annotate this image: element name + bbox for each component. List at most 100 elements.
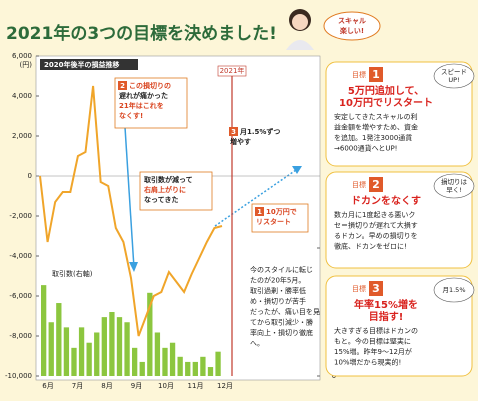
annotation-text: たのが20年5月。: [250, 276, 305, 285]
annotation-text: だったが、痛い目を見: [250, 307, 320, 316]
goal-body: 大きすぎる目標はドカンの: [334, 326, 418, 335]
volume-bar: [132, 347, 138, 376]
goal-body: 益金額を増やすため、資金: [334, 123, 418, 132]
goal-num: 3: [372, 282, 380, 295]
goal-body: るドカン。早めの損切りを: [334, 231, 418, 240]
volume-bar: [215, 351, 221, 376]
x-tick-label: 12月: [217, 382, 233, 390]
annotation-text: 増やす: [230, 137, 251, 146]
goal-body: セ＝損切りが遅れて大損す: [334, 221, 418, 230]
goal-label: 目標: [352, 284, 366, 293]
volume-bar: [71, 347, 77, 376]
goal-body: を追加。1発注3000通貨: [334, 133, 412, 142]
speech-bubble: [323, 11, 381, 41]
annotation-num-bg: [118, 81, 127, 90]
arrow-head: [129, 262, 138, 272]
goal-heading: 目指す!: [369, 310, 404, 323]
y-tick-label: -8,000: [9, 332, 32, 340]
annotation-num: 3: [231, 128, 236, 136]
volume-bar: [207, 367, 214, 376]
volume-bar: [101, 317, 107, 376]
goal-card: [325, 171, 473, 269]
annotation-text: 今のスタイルに転じ: [250, 265, 313, 274]
person-face: [292, 14, 308, 30]
goal-heading: 5万円追加して、: [348, 84, 424, 97]
goal-card: [325, 275, 473, 377]
y-tick-label: -10,000: [5, 372, 32, 380]
legend-label: 取引数(右軸): [52, 269, 93, 278]
y-tick-label: 4,000: [12, 92, 32, 100]
annotation-num: 1: [257, 208, 262, 216]
arrow: [214, 169, 297, 227]
goal-bubble: [433, 63, 475, 89]
annotation-text: 右肩上がりに: [143, 185, 186, 194]
volume-bar: [56, 303, 62, 376]
annotation-num-bg: [229, 127, 238, 136]
goal-bubble-text: 早く!: [446, 186, 462, 194]
volume-bar: [116, 317, 123, 376]
annotation-text: 率向上・損切り徹底: [250, 328, 313, 337]
goal-num: 2: [372, 178, 380, 191]
goal-bubble-text: 損切りは: [441, 177, 468, 186]
volume-bar: [147, 292, 153, 376]
x-tick-label: 7月: [72, 382, 83, 390]
volume-bar: [139, 361, 145, 376]
x-tick-label: 11月: [188, 382, 204, 390]
annotation-text: 月1.5%ずつ: [239, 127, 280, 136]
goal-body: 数カ月に1度起きる悪いク: [334, 210, 415, 219]
volume-bar: [41, 285, 47, 376]
page-title: 2021年の3つの目標を決めました!: [6, 23, 277, 44]
bubble-text: 楽しい!: [339, 26, 364, 35]
person-body: [286, 40, 314, 50]
goal-bubble-text: UP!: [448, 76, 459, 84]
chart-title: 2020年後半の損益推移: [44, 60, 119, 69]
volume-bar: [162, 347, 168, 376]
goal-body: 徹底、ドカンをゼロに!: [334, 242, 407, 251]
annotation-text: 10万円で: [266, 208, 297, 216]
goal-body: もと。今の目標は堅実に: [334, 337, 411, 346]
annotation-num-bg: [255, 207, 264, 216]
goal-label: 目標: [352, 70, 366, 79]
chart-title-bg: [40, 59, 138, 70]
pl-line: [39, 85, 223, 337]
x-tick-label: 6月: [42, 382, 53, 390]
volume-bar: [94, 332, 100, 376]
goal-num-bg: [369, 177, 383, 192]
annotation-num: 2: [120, 82, 125, 90]
goal-card: [325, 61, 473, 167]
goal-bubble-text: スピード: [441, 68, 467, 76]
annotation-text: 遅れが痛かった: [119, 91, 168, 100]
goal-num-bg: [369, 67, 383, 82]
volume-bar: [63, 327, 70, 376]
annotation-text: てから取引減少・勝: [250, 318, 313, 327]
goal-num-bg: [369, 281, 383, 296]
goal-num: 1: [372, 68, 380, 81]
goal-body: →6000通貨へとUP!: [334, 144, 397, 153]
annotation-text: へ。: [250, 340, 264, 348]
volume-bar: [124, 322, 130, 376]
volume-bar: [48, 322, 54, 376]
y-unit: (円): [20, 61, 33, 69]
y-tick-label: -2,000: [9, 212, 32, 220]
annotation-text: 取引過剰・勝率低: [250, 286, 306, 295]
annotation-box: [139, 171, 213, 211]
goal-bubble: [433, 173, 475, 199]
annotation-text: なってきた: [144, 195, 178, 204]
volume-bar: [78, 327, 85, 376]
volume-bar: [192, 361, 198, 376]
volume-bar: [169, 342, 176, 376]
goal-heading: 10万円でリスタート: [339, 97, 433, 109]
y-tick-label: -4,000: [9, 252, 32, 260]
annotation-text: め・損切りが苦手: [250, 297, 306, 306]
goal-bubble-text: 月1.5%: [442, 286, 465, 294]
volume-bar: [86, 342, 92, 376]
arrow-head: [292, 166, 302, 174]
goal-body: 15%増。昨年9〜12月が: [334, 347, 412, 356]
x-tick-label: 10月: [158, 382, 174, 390]
bubble-text: スキャル: [338, 17, 366, 25]
year-label: 2021年: [220, 66, 245, 75]
annotation-text: リスタート: [256, 217, 291, 226]
annotation-text: なくす!: [119, 111, 143, 120]
volume-bar: [185, 361, 191, 376]
